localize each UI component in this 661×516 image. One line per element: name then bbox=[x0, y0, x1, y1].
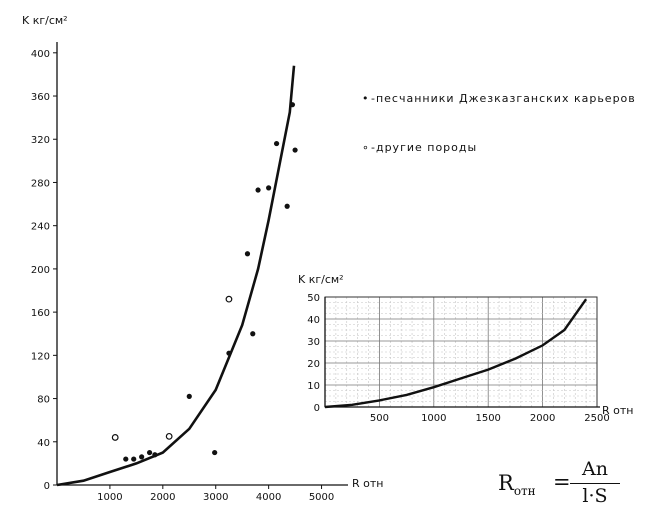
main-x-axis-label: R отн bbox=[352, 477, 383, 490]
main-y-tick-label: 240 bbox=[31, 222, 50, 233]
data-point-other bbox=[225, 295, 233, 303]
inset-grid bbox=[324, 296, 598, 408]
data-point-sandstone bbox=[146, 449, 153, 456]
main-x-tick-label: 5000 bbox=[309, 492, 334, 503]
inset-x-tick-label: 2500 bbox=[584, 413, 609, 424]
formula-denominator: l·S bbox=[582, 485, 608, 507]
inset-y-tick-label: 50 bbox=[307, 293, 320, 304]
data-point-sandstone bbox=[131, 456, 137, 462]
inset-y-tick-label: 30 bbox=[307, 337, 320, 348]
data-point-sandstone bbox=[273, 140, 280, 147]
inset-fit-curve bbox=[324, 298, 588, 409]
data-point-sandstone bbox=[244, 251, 251, 257]
main-y-tick-label: 280 bbox=[31, 178, 50, 189]
legend-label-other: -другие породы bbox=[371, 141, 477, 154]
main-points bbox=[111, 102, 298, 462]
data-point-other bbox=[111, 434, 119, 441]
data-point-sandstone bbox=[139, 454, 145, 460]
formula: Rотн = An l·S bbox=[498, 458, 648, 508]
formula-lhs-symbol: R bbox=[498, 471, 514, 495]
main-x-tick-label: 3000 bbox=[203, 492, 228, 503]
main-x-tick-label: 1000 bbox=[97, 492, 122, 503]
data-point-sandstone bbox=[152, 452, 158, 458]
inset-y-tick-label: 40 bbox=[307, 315, 320, 326]
main-y-tick-label: 160 bbox=[31, 308, 50, 319]
data-point-other bbox=[165, 432, 173, 440]
main-y-tick-label: 40 bbox=[37, 438, 50, 449]
formula-lhs-subscript: отн bbox=[513, 484, 536, 499]
data-point-sandstone bbox=[186, 393, 192, 399]
data-point-sandstone bbox=[266, 185, 272, 191]
main-y-tick-label: 400 bbox=[31, 49, 50, 60]
main-x-tick-label: 4000 bbox=[256, 492, 281, 503]
legend-marker-sandstone: • bbox=[362, 92, 370, 105]
legend-marker-other: ∘ bbox=[362, 141, 370, 154]
inset-x-tick-label: 2000 bbox=[530, 413, 555, 424]
inset-y-tick-label: 10 bbox=[307, 381, 320, 392]
data-point-sandstone bbox=[292, 147, 298, 153]
data-point-sandstone bbox=[284, 203, 290, 209]
main-y-axis-label: K кг/см² bbox=[22, 14, 68, 27]
inset-ticks: 0 10 20 30 40 50 500 1000 1500 2000 2500 bbox=[307, 293, 609, 424]
formula-numerator: An bbox=[582, 458, 608, 480]
main-y-tick-label: 120 bbox=[31, 351, 50, 362]
main-y-tick-label: 80 bbox=[37, 395, 50, 406]
data-point-sandstone bbox=[123, 456, 129, 462]
main-y-tick-label: 0 bbox=[44, 481, 50, 492]
inset-y-tick-label: 0 bbox=[314, 403, 320, 414]
inset-x-axis-label: R отн bbox=[602, 404, 633, 417]
main-y-tick-label: 360 bbox=[31, 92, 50, 103]
data-point-sandstone bbox=[212, 449, 218, 456]
formula-fraction-bar bbox=[570, 483, 620, 484]
main-x-tick-label: 2000 bbox=[150, 492, 175, 503]
inset-x-tick-label: 1000 bbox=[421, 413, 446, 424]
data-point-sandstone bbox=[289, 102, 296, 108]
data-point-sandstone bbox=[226, 350, 232, 356]
data-point-sandstone bbox=[255, 187, 261, 193]
legend-label-sandstone: -песчанники Джезказганских карьеров bbox=[371, 92, 636, 105]
inset-y-tick-label: 20 bbox=[307, 359, 320, 370]
inset-x-tick-label: 500 bbox=[370, 413, 389, 424]
inset-x-tick-label: 1500 bbox=[475, 413, 500, 424]
main-y-tick-label: 200 bbox=[31, 265, 50, 276]
legend: • -песчанники Джезказганских карьеров ∘ … bbox=[362, 92, 636, 154]
main-y-tick-label: 320 bbox=[31, 135, 50, 146]
formula-lhs: Rотн bbox=[498, 471, 536, 498]
data-point-sandstone bbox=[250, 331, 256, 337]
inset-background bbox=[322, 290, 598, 408]
main-fit-curve bbox=[56, 65, 296, 487]
formula-equals: = bbox=[553, 470, 571, 494]
inset-y-axis-label: K кг/см² bbox=[298, 273, 344, 286]
